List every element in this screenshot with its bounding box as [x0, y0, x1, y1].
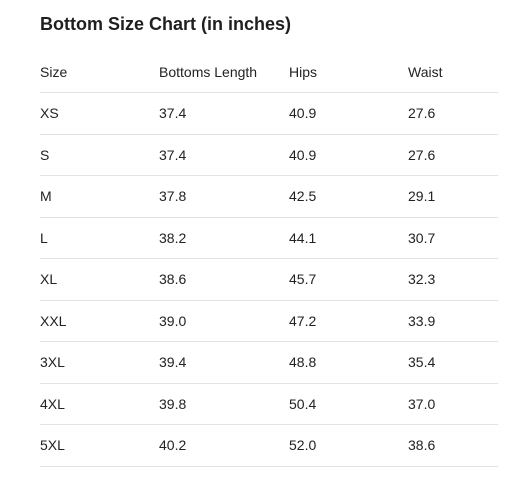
table-row: XXL 39.0 47.2 33.9 — [40, 300, 498, 342]
cell-waist: 37.0 — [408, 383, 498, 425]
column-header-hips: Hips — [289, 52, 408, 93]
cell-bottoms-length: 37.4 — [159, 92, 289, 135]
table-row: 3XL 39.4 48.8 35.4 — [40, 341, 498, 384]
cell-waist: 27.6 — [408, 92, 498, 135]
cell-size: XS — [40, 92, 159, 135]
cell-waist: 33.9 — [408, 300, 498, 342]
cell-waist: 32.3 — [408, 258, 498, 301]
column-header-size: Size — [40, 52, 159, 93]
cell-hips: 48.8 — [289, 341, 408, 384]
column-header-waist: Waist — [408, 52, 498, 93]
cell-size: 4XL — [40, 383, 159, 425]
cell-size: 3XL — [40, 341, 159, 384]
cell-bottoms-length: 38.2 — [159, 217, 289, 259]
cell-hips: 45.7 — [289, 258, 408, 301]
page-title: Bottom Size Chart (in inches) — [40, 14, 292, 34]
cell-bottoms-length: 39.4 — [159, 341, 289, 384]
cell-size: XXL — [40, 300, 159, 342]
cell-bottoms-length: 37.8 — [159, 175, 289, 218]
size-chart-table: Size Bottoms Length Hips Waist XS 37.4 4… — [40, 52, 498, 467]
cell-hips: 50.4 — [289, 383, 408, 425]
cell-hips: 40.9 — [289, 134, 408, 176]
cell-size: XL — [40, 258, 159, 301]
cell-waist: 38.6 — [408, 424, 498, 467]
cell-size: L — [40, 217, 159, 259]
cell-waist: 35.4 — [408, 341, 498, 384]
table-row: 5XL 40.2 52.0 38.6 — [40, 424, 498, 467]
cell-bottoms-length: 40.2 — [159, 424, 289, 467]
table-row: S 37.4 40.9 27.6 — [40, 134, 498, 176]
cell-bottoms-length: 37.4 — [159, 134, 289, 176]
table-row: M 37.8 42.5 29.1 — [40, 175, 498, 218]
table-body: XS 37.4 40.9 27.6 S 37.4 40.9 27.6 M 37.… — [40, 92, 498, 467]
cell-hips: 44.1 — [289, 217, 408, 259]
column-header-bottoms-length: Bottoms Length — [159, 52, 289, 93]
cell-size: M — [40, 175, 159, 218]
cell-bottoms-length: 38.6 — [159, 258, 289, 301]
cell-hips: 47.2 — [289, 300, 408, 342]
table-header: Size Bottoms Length Hips Waist — [40, 52, 498, 93]
cell-waist: 30.7 — [408, 217, 498, 259]
table-row: XL 38.6 45.7 32.3 — [40, 258, 498, 301]
cell-waist: 29.1 — [408, 175, 498, 218]
cell-waist: 27.6 — [408, 134, 498, 176]
cell-hips: 52.0 — [289, 424, 408, 467]
table-row: 4XL 39.8 50.4 37.0 — [40, 383, 498, 425]
cell-bottoms-length: 39.0 — [159, 300, 289, 342]
table-row: XS 37.4 40.9 27.6 — [40, 92, 498, 135]
header-row: Size Bottoms Length Hips Waist — [40, 52, 498, 93]
cell-bottoms-length: 39.8 — [159, 383, 289, 425]
cell-size: S — [40, 134, 159, 176]
cell-hips: 40.9 — [289, 92, 408, 135]
cell-size: 5XL — [40, 424, 159, 467]
cell-hips: 42.5 — [289, 175, 408, 218]
table-row: L 38.2 44.1 30.7 — [40, 217, 498, 259]
